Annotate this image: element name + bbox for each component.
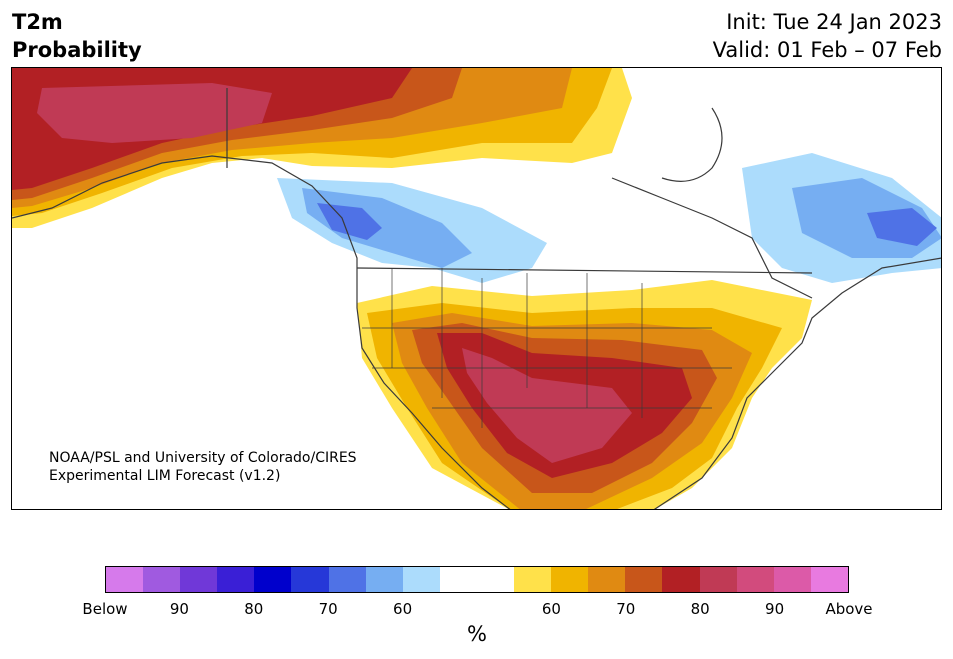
colorbar-tick-label: 80 <box>244 600 264 618</box>
colorbar-segment <box>328 567 366 592</box>
colorbar-tick-label: 60 <box>393 600 413 618</box>
cold-region-east-70 <box>867 208 937 246</box>
colorbar-segment <box>106 567 144 592</box>
variable-name: T2m <box>12 10 63 34</box>
credit-line-1: NOAA/PSL and University of Colorado/CIRE… <box>49 450 357 466</box>
colorbar-unit: % <box>467 622 487 646</box>
warm-region-south-85 <box>462 348 632 463</box>
forecast-dates: Init: Tue 24 Jan 2023 Valid: 01 Feb – 07… <box>713 8 942 64</box>
colorbar-tick-label: 60 <box>541 600 561 618</box>
colorbar-segment <box>254 567 292 592</box>
colorbar-segment <box>402 567 440 592</box>
probability-map <box>12 68 941 509</box>
colorbar-segment <box>514 567 552 592</box>
colorbar-segment <box>699 567 737 592</box>
colorbar-tick-label: 80 <box>690 600 710 618</box>
colorbar-segment <box>662 567 700 592</box>
product-name: Probability <box>12 38 142 62</box>
colorbar-tick-label: Above <box>825 600 873 618</box>
colorbar-segment <box>476 567 515 592</box>
colorbar-segment <box>143 567 181 592</box>
colorbar-segment <box>180 567 218 592</box>
colorbar-segment <box>773 567 811 592</box>
init-date: Init: Tue 24 Jan 2023 <box>726 10 942 34</box>
colorbar-tick-label: 70 <box>318 600 338 618</box>
cold-region-west-70 <box>317 203 382 240</box>
credit-text: NOAA/PSL and University of Colorado/CIRE… <box>49 449 357 485</box>
colorbar-segment <box>365 567 403 592</box>
colorbar <box>105 566 849 593</box>
colorbar-segment <box>439 567 477 592</box>
colorbar-tick-label: 90 <box>765 600 785 618</box>
coastlines <box>12 88 941 509</box>
colorbar-segment <box>291 567 329 592</box>
map-title: T2m Probability <box>12 8 142 64</box>
colorbar-segment <box>588 567 626 592</box>
valid-dates: Valid: 01 Feb – 07 Feb <box>712 38 942 62</box>
colorbar-tick-label: Below <box>82 600 128 618</box>
credit-line-2: Experimental LIM Forecast (v1.2) <box>49 468 281 484</box>
colorbar-tick-label: 70 <box>616 600 636 618</box>
colorbar-segment <box>551 567 589 592</box>
colorbar-segment <box>217 567 255 592</box>
colorbar-segment <box>736 567 774 592</box>
map-panel <box>11 67 942 510</box>
colorbar-segment <box>810 567 848 592</box>
warm-region-north-85 <box>37 83 272 143</box>
colorbar-segment <box>625 567 663 592</box>
colorbar-tick-label: 90 <box>169 600 189 618</box>
state-borders <box>362 268 732 428</box>
